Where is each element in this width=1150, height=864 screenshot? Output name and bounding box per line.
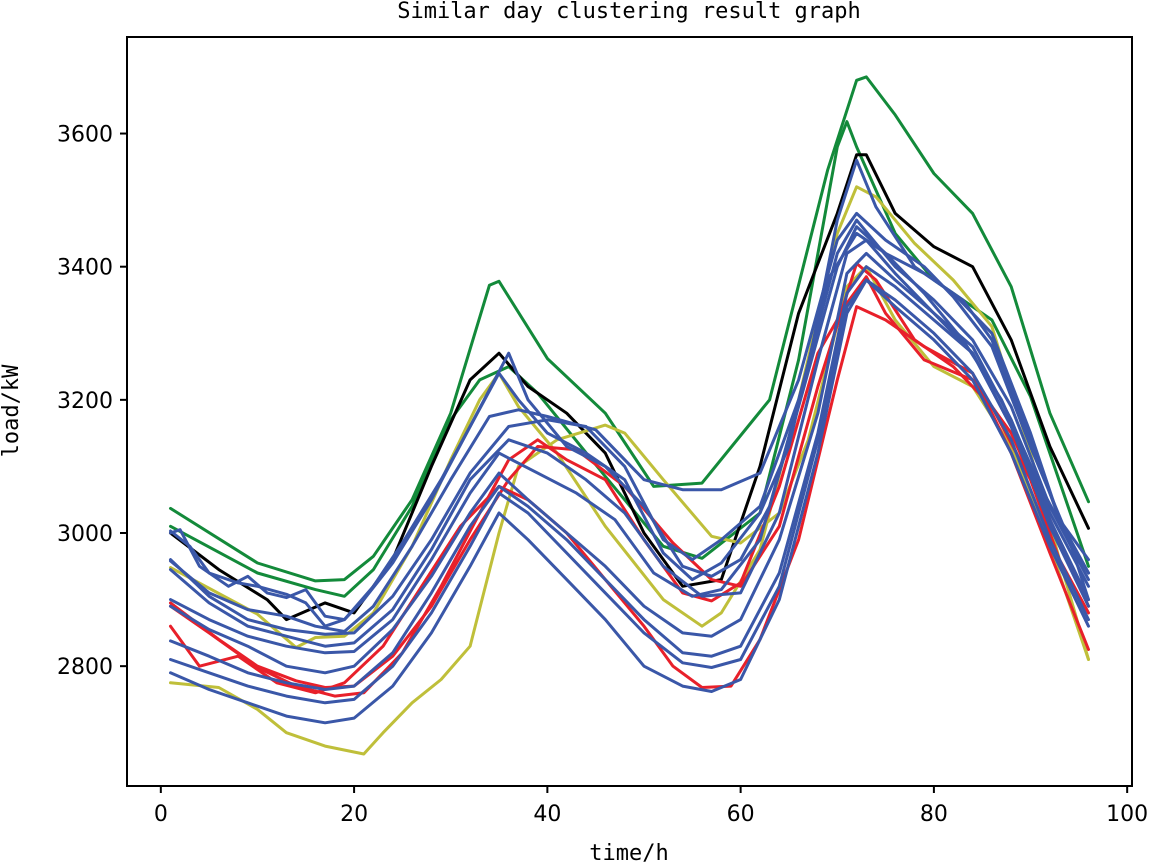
series-line-blue-1 [169, 231, 1090, 622]
chart-title: Similar day clustering result graph [397, 0, 861, 24]
series-line-green-1 [169, 75, 1090, 583]
y-tick-label: 3000 [57, 522, 113, 547]
series-line-blue-4 [169, 218, 1090, 636]
series-line-blue-8 [169, 265, 1090, 691]
series-group [169, 75, 1090, 756]
series-line-blue-9 [169, 278, 1090, 705]
x-tick-label: 60 [727, 802, 755, 827]
y-axis: 2800 3000 3200 3400 3600 [57, 123, 127, 680]
x-tick-label: 80 [920, 802, 948, 827]
series-line-black [169, 153, 1090, 622]
y-tick-label: 3400 [57, 256, 113, 281]
series-line-yellow-1 [169, 265, 1090, 756]
y-tick-label: 3200 [57, 389, 113, 414]
y-tick-label: 3600 [57, 123, 113, 148]
series-line-blue-5 [169, 238, 1090, 648]
x-tick-label: 100 [1106, 802, 1148, 827]
plot-frame [126, 36, 1133, 787]
x-tick-label: 20 [340, 802, 368, 827]
x-tick-label: 0 [154, 802, 168, 827]
series-line-blue-3 [169, 211, 1090, 633]
series-line-yellow-2 [169, 185, 1090, 661]
y-axis-label: load/kW [0, 364, 24, 457]
series-line-blue-10 [169, 278, 1090, 725]
series-line-blue-6 [169, 225, 1090, 655]
y-tick-label: 2800 [57, 655, 113, 680]
x-axis: 0 20 40 60 80 100 [154, 786, 1148, 827]
series-line-blue-7 [169, 251, 1090, 675]
x-tick-label: 40 [533, 802, 561, 827]
x-axis-label: time/h [589, 841, 668, 864]
series-line-green-2 [169, 120, 1090, 598]
